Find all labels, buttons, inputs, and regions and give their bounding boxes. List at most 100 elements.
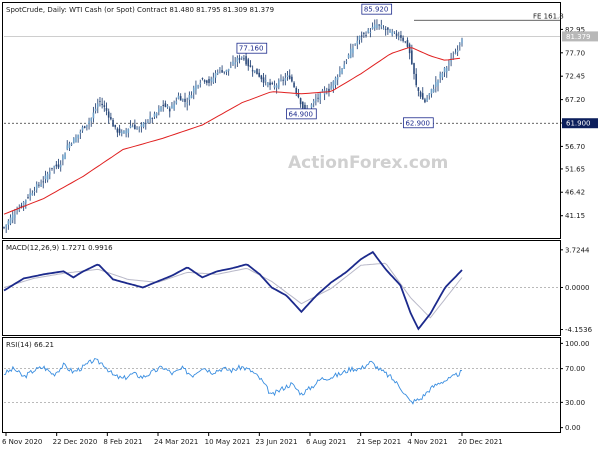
candle-body [275, 85, 278, 88]
macd-line [3, 250, 463, 331]
candle-body [347, 54, 350, 58]
candle-body [40, 184, 42, 187]
candle-body [456, 50, 459, 53]
time-axis-label: 8 Feb 2021 [103, 438, 142, 446]
candle-body [341, 68, 343, 74]
candle-body [31, 193, 34, 196]
candle-body [64, 152, 66, 160]
candle-body [411, 50, 413, 65]
price-y-tick-label: 51.65 [565, 165, 585, 173]
candle-body [240, 56, 243, 58]
last-price-tag [562, 31, 598, 42]
candle-body [373, 24, 376, 29]
candle-body [382, 27, 385, 29]
candle-body [27, 197, 29, 198]
candle-body [44, 175, 47, 180]
candle-body [107, 111, 110, 118]
candle-body [90, 118, 93, 122]
time-axis-label: 6 Nov 2020 [2, 438, 42, 446]
candle-body [343, 64, 346, 69]
candle-body [168, 108, 171, 112]
candle-body [70, 143, 73, 145]
candle-body [171, 105, 173, 109]
candle-body [147, 121, 149, 123]
candle-body [365, 35, 367, 36]
candle-body [245, 56, 247, 65]
candle-body [236, 57, 239, 63]
candle-body [175, 101, 178, 104]
time-axis-label: 22 Dec 2020 [53, 438, 98, 446]
candle-body [356, 40, 359, 45]
macd-y-tick-label: 3.7244 [565, 246, 590, 254]
candle-body [408, 44, 411, 54]
candle-body [419, 91, 422, 97]
candle-body [312, 101, 315, 104]
candle-body [42, 181, 45, 183]
candle-body [112, 119, 114, 127]
candle-body [269, 82, 271, 86]
candle-body [260, 75, 263, 80]
candle-body [83, 126, 86, 128]
candle-body [166, 105, 169, 108]
candle-body [136, 128, 138, 130]
candle-body [234, 62, 236, 65]
candle-body [188, 95, 191, 100]
candle-body [199, 82, 202, 85]
candle-body [55, 164, 58, 167]
candle-body [216, 72, 219, 74]
candle-body [9, 217, 12, 224]
candle-body [46, 173, 49, 181]
candle-body [153, 113, 156, 117]
candle-body [413, 63, 415, 74]
candle-body [336, 77, 339, 80]
candle-body [164, 103, 167, 107]
candle-body [7, 220, 10, 225]
candle-body [415, 73, 417, 86]
candle-body [25, 199, 27, 203]
candle-body [354, 44, 356, 46]
candle-body [125, 130, 127, 135]
macd-y-tick-label: 0.0000 [565, 284, 590, 292]
candle-body [114, 124, 117, 128]
rsi-lines [3, 357, 463, 405]
candle-body [454, 52, 457, 54]
time-axis-label: 10 May 2021 [205, 438, 251, 446]
candle-body [92, 112, 95, 119]
candle-body [262, 77, 265, 83]
price-pane-frame [2, 2, 561, 239]
candle-body [214, 73, 217, 78]
candle-body [273, 85, 276, 88]
candle-body [339, 71, 341, 75]
time-axis-label: 23 Jun 2021 [255, 438, 297, 446]
watermark: ActionForex.com [288, 153, 448, 173]
candle-body [349, 48, 352, 58]
candle-body [328, 88, 330, 92]
candle-body [127, 128, 130, 133]
candle-body [51, 167, 53, 169]
candle-body [212, 77, 215, 83]
candle-body [299, 98, 302, 105]
candle-body [445, 67, 448, 73]
candle-body [221, 70, 223, 73]
candle-body [304, 104, 306, 112]
candle-body [62, 155, 64, 161]
candle-body [301, 101, 304, 109]
candle-body [325, 92, 328, 94]
rsi-header-text: RSI(14) 66.21 [6, 341, 54, 349]
candle-body [367, 29, 370, 33]
price-annotations: 85.920 77.160 64.900 62.900 [236, 3, 434, 129]
candle-body [22, 201, 25, 207]
candle-body [352, 47, 354, 54]
candle-body [247, 59, 250, 67]
candle-body [428, 93, 431, 96]
candle-body [203, 80, 206, 82]
candle-body [138, 127, 141, 129]
candle-body [140, 124, 143, 127]
candle-body [387, 27, 389, 30]
candle-body [59, 164, 62, 168]
candle-body [286, 75, 289, 77]
candle-body [249, 65, 252, 67]
candle-body [258, 72, 260, 77]
time-axis-label: 21 Sep 2021 [357, 438, 401, 446]
